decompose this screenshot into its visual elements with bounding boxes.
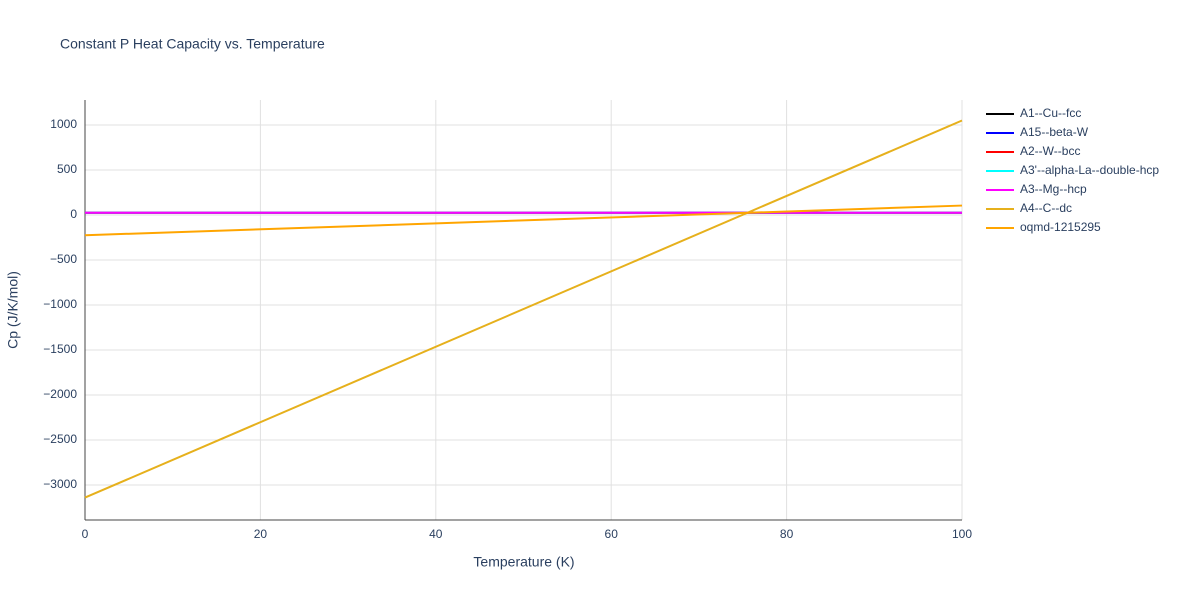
y-tick-label: −1500 — [43, 342, 77, 356]
x-tick-label: 40 — [429, 527, 443, 541]
chart-title: Constant P Heat Capacity vs. Temperature — [60, 36, 325, 52]
y-tick-label: −3000 — [43, 477, 77, 491]
legend-label: oqmd-1215295 — [1020, 220, 1101, 234]
x-tick-label: 20 — [254, 527, 268, 541]
legend-label: A2--W--bcc — [1020, 144, 1080, 158]
x-tick-label: 80 — [780, 527, 794, 541]
x-tick-label: 0 — [82, 527, 89, 541]
legend-label: A1--Cu--fcc — [1020, 106, 1081, 120]
y-axis-title: Cp (J/K/mol) — [5, 271, 21, 349]
series-line — [84, 119, 963, 499]
y-tick-label: 1000 — [50, 117, 77, 131]
legend-label: A15--beta-W — [1020, 125, 1089, 139]
legend-label: A3'--alpha-La--double-hcp — [1020, 163, 1159, 177]
y-tick-label: −2500 — [43, 432, 77, 446]
y-tick-label: 0 — [70, 207, 77, 221]
y-tick-label: −500 — [50, 252, 77, 266]
x-axis-title: Temperature (K) — [473, 554, 574, 570]
y-tick-label: −2000 — [43, 387, 77, 401]
series-line — [84, 204, 963, 237]
legend-label: A4--C--dc — [1020, 201, 1072, 215]
x-tick-label: 60 — [605, 527, 619, 541]
legend-label: A3--Mg--hcp — [1020, 182, 1087, 196]
y-tick-label: −1000 — [43, 297, 77, 311]
x-tick-label: 100 — [952, 527, 972, 541]
y-tick-label: 500 — [57, 162, 77, 176]
